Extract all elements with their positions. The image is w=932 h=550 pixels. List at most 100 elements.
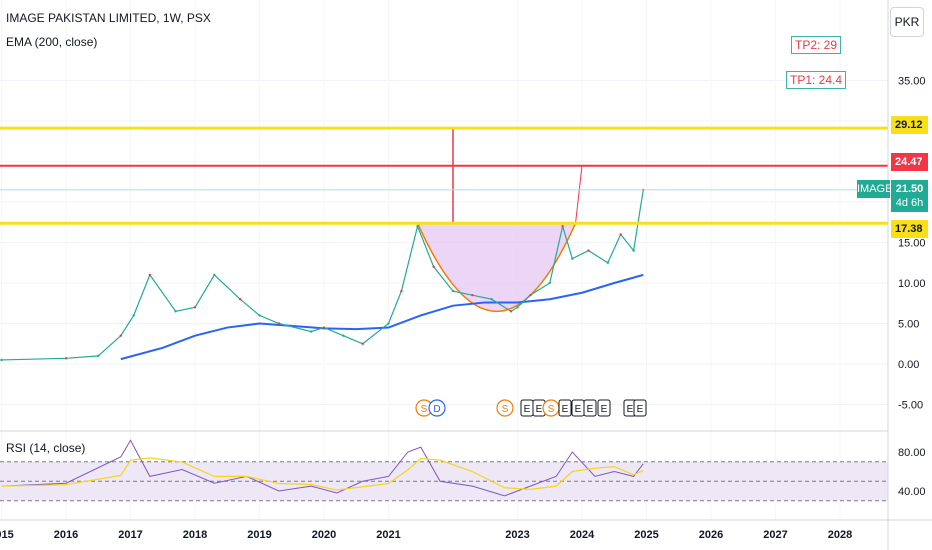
rsi-path [1, 439, 644, 497]
price-point [0, 358, 3, 362]
price-point [490, 298, 493, 301]
time-tick-label: 2027 [763, 529, 787, 541]
event-marker [558, 399, 572, 417]
ema-path [120, 273, 644, 361]
tp1-label[interactable]: TP1: 24.4 [786, 71, 847, 89]
price-point [342, 334, 345, 337]
price-point [451, 289, 455, 293]
event-marker [496, 399, 514, 417]
time-tick-label: 2019 [247, 529, 271, 541]
price-point [277, 322, 281, 325]
time-tick-label: 2015 [0, 529, 14, 541]
time-tick-label: 2016 [54, 529, 78, 541]
price-point [213, 273, 216, 277]
price-tick-label: 10.00 [898, 278, 926, 290]
rsi-tick-label: 40.00 [898, 486, 926, 498]
price-point [400, 289, 403, 293]
tp2-label[interactable]: TP2: 29 [791, 36, 842, 54]
grid [0, 80, 888, 405]
price-tick-label: 0.00 [898, 359, 919, 371]
cup-pattern [416, 128, 583, 313]
event-marker [597, 399, 611, 417]
ema-legend[interactable]: EMA (200, close) [6, 35, 98, 49]
event-label: E [536, 404, 543, 415]
event-label: S [502, 404, 509, 415]
price-point [606, 261, 609, 264]
price-point [119, 334, 123, 337]
price-point [148, 273, 152, 277]
price-point [238, 298, 242, 301]
price-point [619, 233, 622, 236]
support-price-tag: 17.38 [891, 220, 928, 238]
price-point [548, 281, 551, 285]
price-point [132, 314, 135, 317]
event-label: D [433, 404, 440, 415]
cup-outline [416, 222, 577, 313]
price-point [258, 314, 261, 317]
horizontal-levels [0, 126, 888, 225]
event-label: S [421, 404, 428, 415]
price-point [509, 310, 513, 313]
target-price-tag: 24.47 [891, 153, 928, 171]
price-point [587, 249, 590, 252]
time-tick-label: 2020 [312, 529, 336, 541]
event-label: E [575, 404, 582, 415]
event-marker [428, 399, 446, 417]
resistance-price-tag: 29.12 [891, 116, 928, 134]
event-label: E [601, 404, 608, 415]
price-point [309, 330, 313, 333]
event-marker [633, 399, 647, 417]
time-tick-label: 2026 [699, 529, 723, 541]
price-point [322, 326, 326, 329]
ema-line [120, 273, 644, 361]
event-label: E [627, 404, 634, 415]
event-marker [583, 399, 597, 417]
price-tick-label: -5.00 [898, 400, 923, 412]
bar-countdown: 4d 6h [895, 197, 924, 209]
price-tick-label: 5.00 [898, 319, 919, 331]
price-point [432, 265, 435, 268]
price-point [361, 342, 364, 345]
rsi-tick-label: 80.00 [898, 447, 926, 459]
price-point [64, 357, 68, 360]
time-tick-label: 2023 [505, 529, 529, 541]
event-label: E [562, 404, 569, 415]
chart-title[interactable]: IMAGE PAKISTAN LIMITED, 1W, PSX [6, 11, 211, 25]
last-price-tag: 21.50 4d 6h [891, 180, 928, 212]
rsi-ma-path [1, 457, 644, 491]
event-label: E [524, 404, 531, 415]
event-label: E [587, 404, 594, 415]
price-tick-label: 35.00 [898, 76, 926, 88]
time-tick-label: 2028 [828, 529, 852, 541]
price-point [471, 293, 474, 297]
time-tick-label: 2021 [376, 529, 400, 541]
price-point [387, 322, 390, 325]
price-point [561, 225, 564, 228]
price-point [632, 249, 635, 252]
symbol-tag: IMAGE [857, 180, 892, 198]
price-point [193, 306, 197, 309]
price-point [516, 306, 519, 309]
last-price: 21.50 [895, 183, 924, 195]
price-point [416, 225, 419, 228]
time-tick-label: 2024 [570, 529, 595, 541]
price-point [97, 354, 100, 358]
price-point [174, 310, 177, 313]
time-tick-label: 2025 [634, 529, 658, 541]
time-tick-label: 2018 [183, 529, 207, 541]
rsi-band [0, 461, 888, 502]
event-label: E [637, 404, 644, 415]
time-tick-label: 2017 [118, 529, 142, 541]
price-line [0, 188, 645, 362]
currency-button[interactable]: PKR [890, 7, 924, 37]
event-label: S [548, 404, 555, 415]
rsi-legend[interactable]: RSI (14, close) [6, 441, 86, 455]
price-path [1, 189, 644, 361]
breakout-line [575, 165, 583, 224]
price-point [571, 257, 574, 260]
price-point [529, 293, 532, 297]
price-tick-label: 15.00 [898, 238, 926, 250]
rsi-lines [1, 439, 644, 497]
